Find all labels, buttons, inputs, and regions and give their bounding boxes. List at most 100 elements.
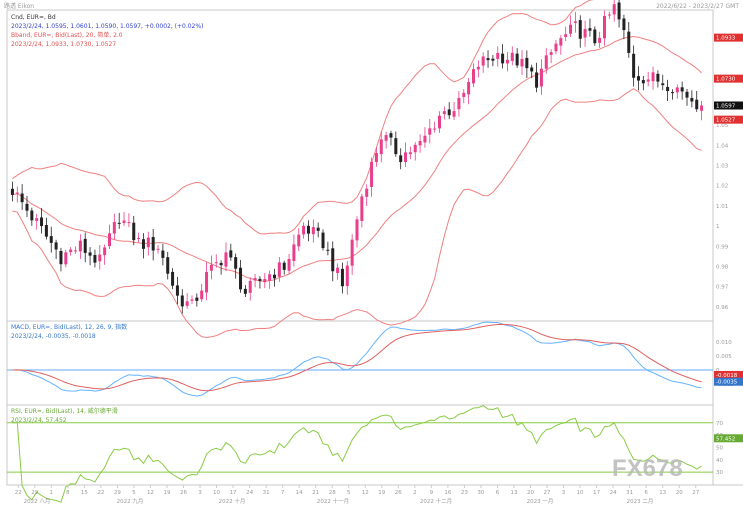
candle-body: [171, 271, 175, 286]
candle-body: [481, 56, 485, 66]
rsi-legend-line-2: 2023/2/24, 57.452: [11, 417, 67, 424]
candle-body: [292, 244, 296, 261]
candle-body: [661, 83, 665, 86]
macd-lines: [7, 321, 713, 397]
x-day-label: 1: [50, 490, 54, 496]
candle-body: [491, 58, 495, 61]
macd-legend-line-1: MACD, EUR=, Bid(Last), 12, 26, 9, 指数: [11, 323, 127, 331]
candle-body: [355, 219, 359, 241]
candle-body: [122, 220, 126, 224]
candle-body: [112, 221, 116, 234]
candle-body: [195, 297, 199, 301]
x-day-label: 19: [163, 490, 170, 496]
x-day-label: 17: [230, 490, 237, 496]
candle-body: [379, 139, 383, 155]
x-day-label: 30: [477, 490, 484, 496]
candle-body: [593, 29, 597, 44]
candle-body: [35, 218, 39, 221]
candle-body: [510, 52, 514, 61]
candle-body: [326, 249, 330, 251]
candle-body: [656, 73, 660, 82]
x-day-label: 2: [413, 490, 417, 496]
candle-body: [535, 72, 539, 88]
candle-body: [632, 53, 636, 78]
x-day-label: 15: [81, 490, 88, 496]
candle-body: [229, 250, 233, 258]
candle-body: [569, 24, 573, 34]
macd-label-text: -0.0035: [716, 380, 738, 386]
candle-body: [700, 105, 704, 111]
x-day-label: 10: [577, 490, 584, 496]
candle-body: [428, 128, 432, 135]
price-label-text: 1.0933: [716, 36, 736, 42]
price-label-box: [714, 33, 743, 42]
candle-body: [389, 133, 393, 138]
candle-body: [272, 274, 277, 279]
candle-body: [374, 153, 378, 162]
candle-body: [49, 236, 53, 243]
candle-body: [132, 222, 136, 241]
price-label-box: [714, 74, 743, 83]
price-legend-line-2: 2023/2/24, 1.0595, 1.0601, 1.0590, 1.059…: [11, 23, 203, 30]
candle-body: [224, 252, 228, 267]
candle-body: [515, 53, 519, 66]
candle-body: [268, 274, 272, 281]
candle-body: [243, 288, 247, 294]
bband-upper-line: [12, 0, 595, 235]
candle-body: [433, 128, 437, 130]
price-y-tick: 0.97: [716, 285, 729, 291]
candle-body: [146, 237, 150, 248]
candle-body: [573, 21, 577, 23]
candle-body: [408, 152, 412, 155]
x-month-label: 2022 九月: [117, 497, 144, 505]
candle-body: [297, 234, 301, 247]
candle-body: [413, 144, 417, 153]
candle-body: [350, 239, 354, 266]
rsi-y-tick: 50: [716, 445, 723, 451]
candle-body: [394, 138, 398, 155]
x-day-label: 29: [114, 490, 121, 496]
candle-body: [209, 264, 213, 271]
candle-body: [447, 109, 451, 116]
candle-body: [452, 111, 456, 117]
candle-body: [282, 262, 286, 270]
x-day-label: 31: [263, 490, 270, 496]
candle-body: [646, 79, 650, 82]
candle-body: [404, 152, 408, 162]
candle-body: [345, 265, 349, 287]
candle-body: [442, 111, 446, 115]
candle-body: [651, 72, 655, 82]
candle-body: [370, 161, 374, 187]
candle-body: [670, 92, 674, 94]
x-day-label: 23: [461, 490, 468, 496]
rsi-line: [7, 405, 713, 503]
candle-body: [336, 267, 340, 273]
candle-body: [476, 66, 480, 70]
price-y-tick: 0.99: [716, 244, 729, 250]
candle-body: [549, 52, 553, 55]
candle-body: [467, 82, 471, 95]
x-month-label: 2022 十一月: [317, 497, 349, 505]
candle-body: [520, 58, 524, 67]
candle-body: [666, 86, 670, 92]
price-label-box: [714, 115, 743, 124]
x-day-label: 9: [430, 490, 434, 496]
x-day-label: 27: [692, 490, 699, 496]
x-axis-day-ticks: 22 29 1 8 15 22 29 5 12 19 26 3 10 17 24 31 7 14 21 28 5 12 19…: [15, 485, 700, 496]
x-day-label: 12: [362, 490, 369, 496]
macd-y-tick: 0: [716, 368, 720, 374]
candle-body: [685, 91, 689, 98]
x-day-label: 3: [562, 490, 566, 496]
candle-body: [234, 257, 238, 269]
x-day-label: 5: [132, 490, 136, 496]
candle-body: [340, 268, 344, 287]
x-day-label: 10: [213, 490, 220, 496]
rsi-line: [12, 405, 702, 503]
candle-body: [253, 278, 257, 281]
candle-body: [302, 225, 306, 235]
rsi-legend: RSI, EUR=, Bid(Last), 14, 威尔德平滑 2023/2/2…: [11, 407, 118, 424]
candle-body: [612, 4, 616, 15]
header-right-label: 2022/6/22 - 2023/2/27 GMT: [656, 3, 739, 10]
x-day-label: 7: [281, 490, 285, 496]
